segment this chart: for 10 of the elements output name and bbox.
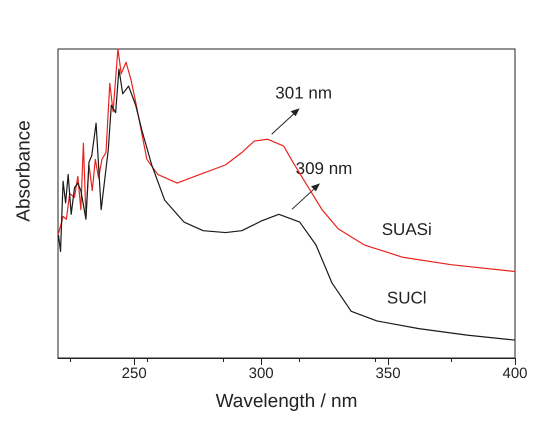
y-axis-title: Absorbance — [14, 120, 34, 222]
series-label: SUASi — [382, 220, 432, 239]
x-tick-label: 250 — [122, 365, 147, 382]
series-label: SUCl — [386, 288, 427, 308]
x-tick-label: 400 — [502, 365, 528, 382]
x-axis-title: Wavelength / nm — [216, 391, 358, 412]
x-tick-label: 300 — [248, 365, 274, 382]
annotation: 309 nm — [296, 158, 352, 178]
x-tick-label: 350 — [376, 365, 401, 382]
annotation: 301 nm — [275, 84, 332, 103]
